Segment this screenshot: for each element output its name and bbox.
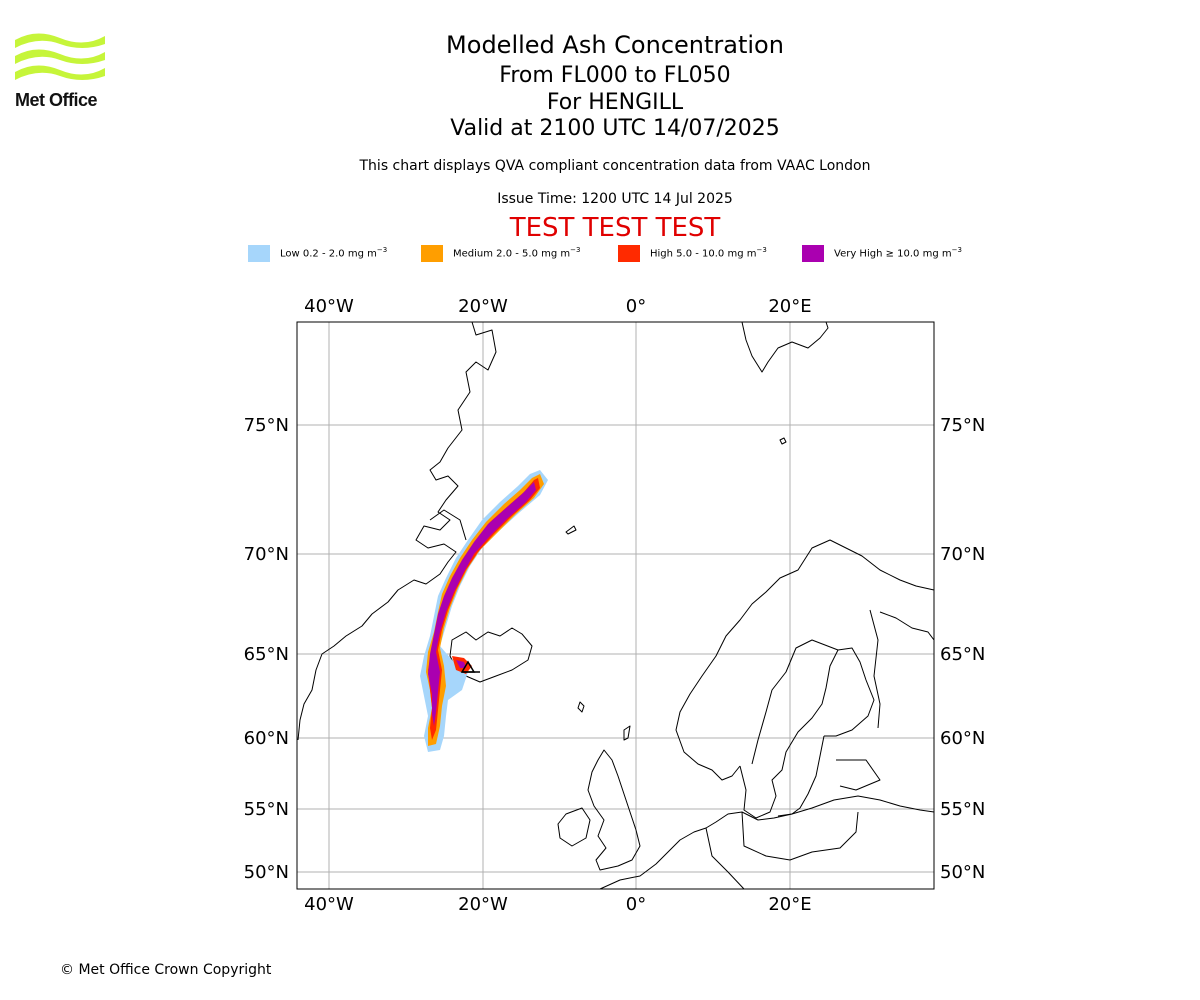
lon-label-bottom-0: 0° [626, 894, 646, 915]
compliance-note: This chart displays QVA compliant concen… [359, 158, 871, 174]
lat-label-left-60n: 60°N [244, 728, 289, 749]
coastline-faroe [577, 701, 585, 713]
lon-label-bottom-20e: 20°E [768, 894, 811, 915]
border-baltic-states [836, 759, 881, 791]
lat-label-left-70n: 70°N [244, 544, 289, 565]
copyright-notice: © Met Office Crown Copyright [60, 962, 272, 978]
ash-plume [420, 470, 548, 752]
coastline-norway [675, 539, 935, 781]
legend-swatch-low [248, 245, 270, 262]
legend-label-medium: Medium 2.0 - 5.0 mg m−3 [453, 246, 581, 260]
lat-label-left-55n: 55°N [244, 799, 289, 820]
coastline-finland [824, 647, 875, 737]
logo-text: Met Office [15, 90, 98, 110]
lat-label-right-50n: 50°N [940, 862, 985, 883]
flight-level-range: From FL000 to FL050 [499, 63, 731, 88]
lon-label-top-20e: 20°E [768, 296, 811, 317]
coastline-bear-island [779, 437, 787, 445]
volcano-marker-icon [460, 660, 480, 673]
lon-label-top-0: 0° [626, 296, 646, 317]
lat-label-left-65n: 65°N [244, 644, 289, 665]
lon-label-top-20w: 20°W [458, 296, 508, 317]
legend-label-low: Low 0.2 - 2.0 mg m−3 [280, 246, 388, 260]
coastline-baltic [777, 735, 825, 817]
issue-time: Issue Time: 1200 UTC 14 Jul 2025 [497, 191, 733, 207]
volcano-name: For HENGILL [546, 90, 684, 115]
lat-label-right-65n: 65°N [940, 644, 985, 665]
lat-label-right-60n: 60°N [940, 728, 985, 749]
test-banner: TEST TEST TEST [509, 213, 721, 243]
coastlines [297, 321, 935, 890]
coastline-kola [879, 611, 935, 641]
ash-low-region [420, 470, 548, 752]
chart-title: Modelled Ash Concentration [446, 31, 784, 59]
lat-label-left-50n: 50°N [244, 862, 289, 883]
lon-label-bottom-20w: 20°W [458, 894, 508, 915]
legend-label-very-high: Very High ≥ 10.0 mg m−3 [834, 246, 962, 260]
met-office-logo: Met Office [14, 30, 109, 112]
coastline-ireland [557, 807, 591, 847]
legend-swatch-very-high [802, 245, 824, 262]
lon-label-top-40w: 40°W [304, 296, 354, 317]
coastline-greenland-fjord [429, 509, 467, 541]
border-germany [705, 827, 745, 890]
legend-swatch-medium [421, 245, 443, 262]
lat-label-right-70n: 70°N [940, 544, 985, 565]
legend-swatch-high [618, 245, 640, 262]
coastline-shetland [623, 725, 631, 741]
lon-label-bottom-40w: 40°W [304, 894, 354, 915]
coastline-great-britain [587, 749, 641, 871]
coastline-sweden [739, 649, 839, 819]
border-norway-sweden [751, 639, 839, 765]
lat-label-right-75n: 75°N [940, 415, 985, 436]
border-finland-russia [869, 609, 881, 729]
map-gridlines [297, 322, 934, 889]
valid-time: Valid at 2100 UTC 14/07/2025 [450, 116, 780, 141]
coastline-greenland [297, 321, 497, 741]
met-office-waves-icon [15, 33, 105, 80]
map-frame [296, 321, 935, 890]
lat-label-left-75n: 75°N [244, 415, 289, 436]
coastline-jan-mayen [565, 525, 577, 535]
ash-source-very-high [456, 660, 466, 668]
coastline-svalbard [741, 321, 829, 373]
border-poland [741, 811, 859, 861]
lat-label-right-55n: 55°N [940, 799, 985, 820]
coastline-continent [599, 795, 935, 890]
legend-label-high: High 5.0 - 10.0 mg m−3 [650, 246, 767, 260]
